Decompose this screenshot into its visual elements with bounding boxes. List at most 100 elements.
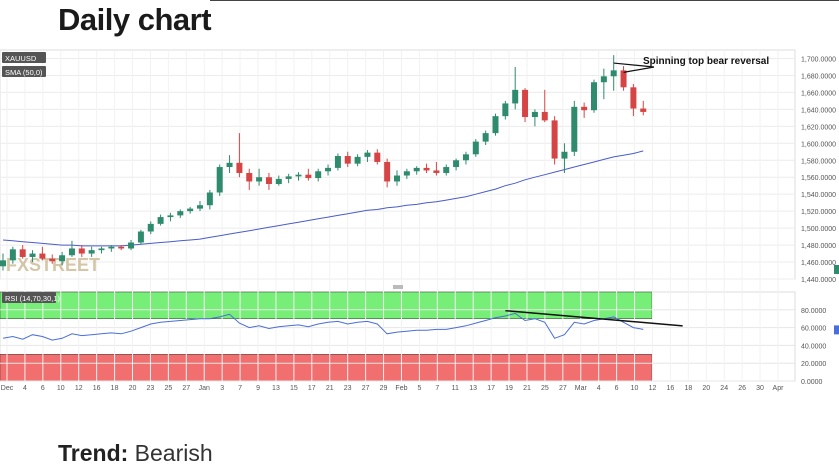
candle-body (295, 174, 302, 177)
candle-body (384, 161, 391, 182)
annotation-arrow (623, 66, 655, 73)
rsi-label: RSI (14,70,30,1) (5, 294, 61, 303)
x-tick-label: Dec (1, 385, 14, 392)
candle-body (512, 89, 519, 104)
candle-body (197, 205, 203, 209)
candle-body (108, 246, 115, 249)
x-tick-label: 4 (597, 385, 601, 392)
x-tick-label: Mar (575, 385, 588, 392)
x-tick-label: 27 (362, 385, 370, 392)
candle-body (265, 177, 272, 185)
candle-body (118, 246, 125, 249)
price-tick-label: 1,660.0000 (801, 90, 836, 97)
x-tick-label: 20 (129, 385, 137, 392)
rsi-line (2, 312, 644, 341)
x-tick-label: Feb (395, 385, 407, 392)
candle-body (147, 223, 154, 232)
x-tick-label: 10 (57, 385, 65, 392)
candle-body (640, 108, 647, 112)
candle-body (403, 171, 410, 176)
x-tick-label: 9 (256, 385, 260, 392)
candle-body (354, 156, 361, 164)
rsi-tick-label: 0.0000 (801, 379, 823, 386)
x-tick-label: 27 (559, 385, 567, 392)
candle-body (581, 106, 588, 111)
x-axis: Dec 4 6 10 12 16 18 20 23 25 27 Jan 3 7 9 13 15 17 21 23 27 2… (1, 385, 784, 392)
price-tick-label: 1,600.0000 (801, 141, 836, 148)
symbol-tag[interactable]: XAUUSD (2, 52, 46, 63)
candle-body (610, 70, 617, 77)
candle-body (522, 89, 529, 118)
candle-body (492, 116, 499, 134)
annotation-arrows (613, 62, 655, 73)
oversold-zone (0, 354, 653, 382)
candle-body (9, 249, 16, 261)
x-tick-label: 27 (182, 385, 190, 392)
price-tick-label: 1,480.0000 (801, 243, 836, 250)
candle-body (59, 255, 66, 262)
price-tick-label: 1,560.0000 (801, 175, 836, 182)
candle-body (305, 174, 312, 179)
candle-body (315, 171, 322, 179)
candle-body (128, 242, 135, 249)
x-tick-label: 7 (435, 385, 439, 392)
candle-body (374, 152, 381, 162)
x-tick-label: 3 (220, 385, 224, 392)
sma-tag[interactable]: SMA (50,0) (2, 66, 46, 77)
x-tick-label: 15 (290, 385, 298, 392)
x-tick-label: 17 (487, 385, 495, 392)
panel-resize-handle[interactable] (393, 285, 403, 289)
candle-body (600, 76, 607, 83)
annotation-text: Spinning top bear reversal (643, 56, 769, 67)
trend-label: Trend: (58, 440, 129, 466)
price-tick-label: 1,640.0000 (801, 107, 836, 114)
x-tick-label: 21 (326, 385, 334, 392)
candle-body (187, 208, 194, 212)
candle-body (541, 111, 548, 121)
candle-body (78, 248, 85, 254)
price-tick-label: 1,500.0000 (801, 226, 836, 233)
price-tick-label: 1,440.0000 (801, 277, 836, 284)
x-tick-label: 16 (93, 385, 101, 392)
candle-body (157, 217, 164, 224)
candle-body (226, 162, 233, 168)
candle-body (394, 175, 400, 182)
x-tick-label: 12 (649, 385, 657, 392)
candle-body (325, 167, 332, 172)
candle-body (256, 177, 263, 182)
candle-body (0, 260, 6, 267)
candle-body (453, 160, 460, 168)
candle-body (334, 156, 341, 168)
x-tick-label: 18 (684, 385, 692, 392)
price-tick-label: 1,540.0000 (801, 192, 836, 199)
x-tick-label: 6 (41, 385, 45, 392)
x-tick-label: 7 (238, 385, 242, 392)
page-heading: Daily chart (58, 2, 212, 37)
rsi-tick-label: 40.0000 (801, 343, 826, 350)
x-tick-label: 24 (720, 385, 728, 392)
rsi-tag[interactable]: RSI (14,70,30,1) (2, 292, 61, 303)
candle-body (551, 120, 558, 159)
x-tick-label: 13 (469, 385, 477, 392)
candle-body (49, 258, 56, 262)
x-tick-label: 29 (380, 385, 388, 392)
candle-body (167, 215, 174, 218)
candle-body (137, 231, 144, 243)
candle-body (462, 154, 469, 161)
x-tick-label: 13 (272, 385, 280, 392)
price-axis: 1,700.0000 1,680.0000 1,660.0000 1,640.0000… (801, 56, 839, 284)
price-tick-label: 1,520.0000 (801, 209, 836, 216)
x-tick-label: 21 (523, 385, 531, 392)
candle-body (98, 248, 105, 251)
price-tick-label: 1,680.0000 (801, 73, 836, 80)
header-rule (210, 0, 839, 1)
candle-body (246, 172, 253, 182)
candle-body (19, 249, 26, 257)
candle-body (571, 106, 578, 152)
candle-body (423, 167, 430, 171)
watermark-logo: FXSTREET (6, 255, 100, 275)
candle-body (502, 103, 509, 117)
sma-label: SMA (50,0) (5, 68, 43, 77)
x-tick-label: 5 (417, 385, 421, 392)
x-tick-label: 4 (23, 385, 27, 392)
